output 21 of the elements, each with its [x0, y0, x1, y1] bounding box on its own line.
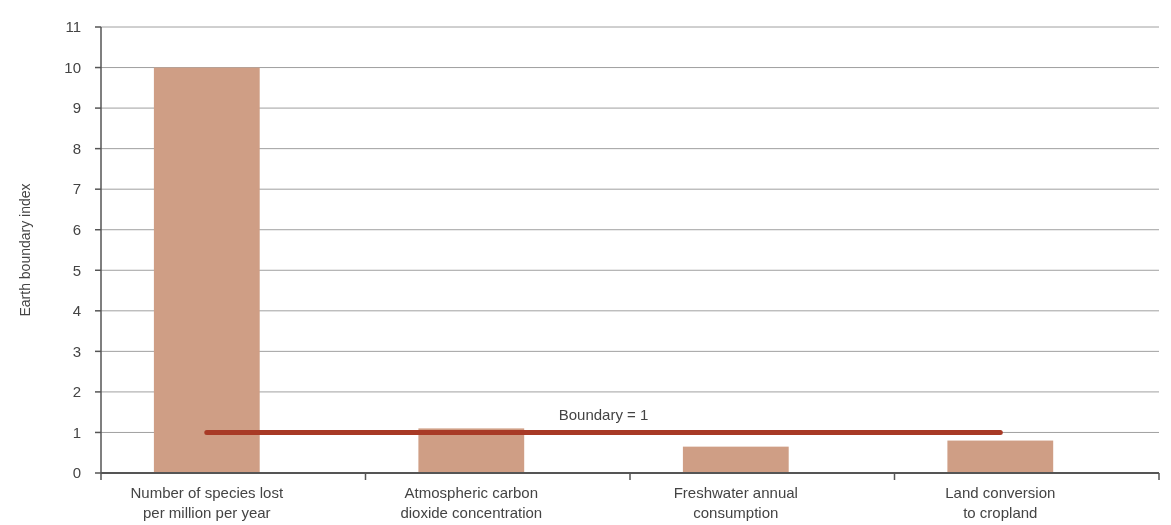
y-tick-label: 2: [72, 383, 81, 401]
y-axis-title: Earth boundary index: [17, 183, 33, 317]
y-tick-label: 8: [72, 139, 81, 157]
x-tick-label: Freshwater annual consumption: [673, 484, 798, 521]
ref-line-label: Boundary = 1: [558, 406, 649, 424]
bar: [682, 446, 789, 473]
y-tick-label: 10: [64, 58, 81, 76]
x-tick-label: Number of species lost per million per year: [130, 484, 284, 521]
y-tick-label: 4: [72, 302, 81, 320]
y-tick-label: 0: [72, 464, 81, 482]
y-tick-label: 9: [72, 99, 81, 117]
y-tick-label: 3: [72, 342, 81, 360]
x-tick-label: Atmospheric carbon dioxide concentration: [400, 484, 543, 521]
y-tick-label: 1: [72, 423, 81, 441]
y-tick-label: 11: [65, 18, 81, 36]
y-tick-label: 7: [72, 180, 81, 198]
bar: [153, 67, 260, 473]
y-tick-label: 5: [72, 261, 81, 279]
x-tick-label: Land conversion to cropland: [945, 484, 1056, 521]
bar: [947, 440, 1054, 473]
y-tick-label: 6: [72, 220, 81, 238]
